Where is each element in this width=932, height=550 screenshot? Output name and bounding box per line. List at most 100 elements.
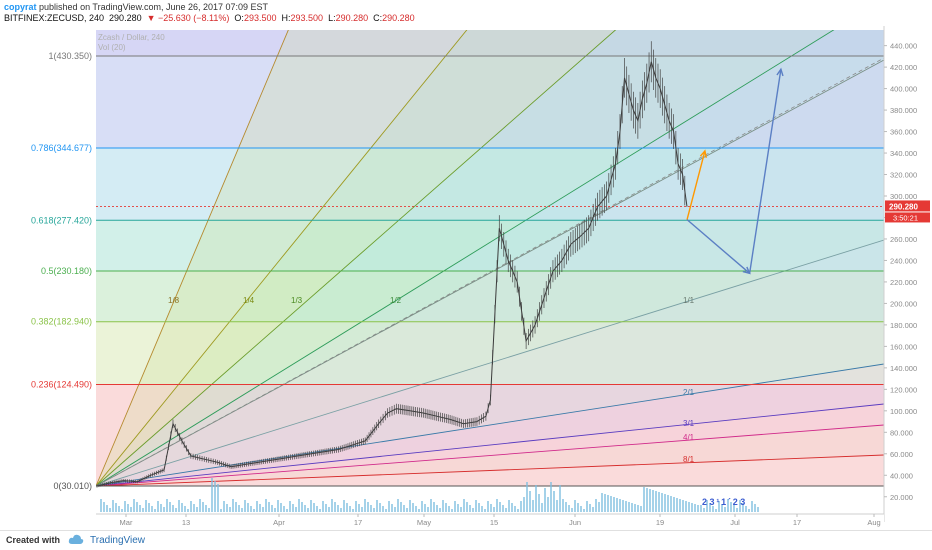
volume-bar <box>679 499 681 512</box>
gann-fan-line <box>96 403 884 487</box>
volume-bar <box>115 503 117 512</box>
price-tick-label: 220.000 <box>890 278 917 287</box>
volume-bar <box>757 507 759 512</box>
gann-fan-line <box>96 424 884 487</box>
volume-bar <box>445 503 447 512</box>
volume-bar <box>520 501 522 512</box>
price-tick-label: 340.000 <box>890 149 917 158</box>
volume-bar <box>436 505 438 512</box>
volume-bar <box>172 505 174 512</box>
volume-bar <box>289 501 291 512</box>
tradingview-cloud-icon <box>68 534 84 544</box>
volume-bar <box>142 508 144 512</box>
time-axis[interactable]: Mar 13 Apr 17 May 15 Jun 19 Jul 17 Aug <box>96 513 884 530</box>
volume-bar <box>586 501 588 512</box>
volume-bar <box>409 500 411 512</box>
volume-bar <box>481 506 483 512</box>
fib-level-label: 0.618(277.420) <box>31 215 92 225</box>
volume-bar <box>745 506 747 512</box>
price-tick-label: 140.000 <box>890 364 917 373</box>
volume-bar <box>211 478 213 512</box>
volume-bar <box>643 487 645 512</box>
volume-bar <box>298 499 300 512</box>
volume-bar <box>463 499 465 512</box>
volume-bar <box>700 505 702 512</box>
volume-bar <box>541 503 543 512</box>
gann-fan-line <box>96 30 468 487</box>
volume-bar <box>124 501 126 512</box>
volume-bar <box>280 503 282 512</box>
volume-bar <box>709 503 711 512</box>
last-price: 290.280 <box>109 13 142 23</box>
fib-retracement-lines: 1(430.350) 0.786(344.677) 0.618(277.420) 0.… <box>31 51 884 491</box>
projection-arrow <box>686 150 706 220</box>
volume-bar <box>226 504 228 512</box>
volume-bar <box>595 499 597 512</box>
volume-bar <box>367 502 369 512</box>
volume-bar <box>430 499 432 512</box>
volume-bar <box>355 501 357 512</box>
volume-bar <box>511 503 513 512</box>
volume-bar <box>739 500 741 512</box>
volume-bar <box>421 501 423 512</box>
volume-bar <box>121 509 123 512</box>
dashed-trendline <box>96 57 884 487</box>
tradingview-brand[interactable]: TradingView <box>90 535 146 546</box>
gann-fan-label: 4/1 <box>683 433 695 442</box>
gann-fan-label: 3/1 <box>683 419 695 428</box>
volume-bar <box>349 506 351 512</box>
volume-bar <box>148 503 150 512</box>
volume-bar <box>721 504 723 512</box>
volume-bar <box>358 504 360 512</box>
chart-header: copyrat published on TradingView.com, Ju… <box>0 0 932 26</box>
volume-bar <box>418 509 420 512</box>
volume-bar <box>184 506 186 512</box>
time-tick-label: Mar <box>120 518 133 527</box>
volume-bar <box>730 502 732 512</box>
volume-bar <box>553 491 555 512</box>
current-price-tag <box>885 200 930 212</box>
volume-bar <box>493 507 495 512</box>
volume-bar <box>706 500 708 512</box>
gann-fan-line <box>96 30 617 487</box>
volume-bar <box>370 505 372 512</box>
fib-level-label: 0(30.010) <box>53 481 92 491</box>
symbol-info: BITFINEX:ZECUSD, 240 290.280 ▼ −25.630 (… <box>4 13 415 23</box>
footer: Created with TradingView <box>0 530 932 550</box>
author-name[interactable]: copyrat <box>4 2 37 12</box>
time-tick-label: 19 <box>656 518 664 527</box>
volume-bar <box>130 507 132 512</box>
price-axis[interactable]: 440.000 420.000 400.000 380.000 360.000 340.0… <box>883 26 932 530</box>
price-tick-label: 300.000 <box>890 192 917 201</box>
symbol-label: BITFINEX:ZECUSD, 240 <box>4 13 105 23</box>
gann-fan-label: 1/1 <box>683 296 695 305</box>
volume-bar <box>244 500 246 512</box>
volume-bar <box>229 507 231 512</box>
volume-bar <box>286 509 288 512</box>
volume-bar <box>265 499 267 512</box>
time-tick-label: 17 <box>793 518 801 527</box>
volume-bar <box>145 500 147 512</box>
volume-bar <box>232 499 234 512</box>
volume-bar <box>217 484 219 512</box>
volume-bar <box>655 491 657 512</box>
volume-bar <box>361 507 363 512</box>
volume-bar <box>259 504 261 512</box>
price-change: ▼ −25.630 (−8.11%) <box>146 13 230 23</box>
volume-bar <box>328 507 330 512</box>
volume-bar <box>151 506 153 512</box>
volume-bar <box>691 503 693 512</box>
volume-bar <box>568 505 570 512</box>
volume-bar <box>427 507 429 512</box>
volume-bar <box>223 501 225 512</box>
volume-bar <box>559 485 561 512</box>
volume-bar <box>208 508 210 512</box>
volume-bar <box>457 504 459 512</box>
volume-bar <box>322 501 324 512</box>
volume-bar <box>106 505 108 512</box>
volume-bar <box>250 506 252 512</box>
volume-bar <box>160 504 162 512</box>
fib-band <box>96 220 884 271</box>
price-tick-label: 200.000 <box>890 299 917 308</box>
price-chart[interactable]: 1/8 1/4 1/3 1/2 1/1 2/1 3/1 4/1 8/1 1(430.350) 0.… <box>0 26 932 530</box>
